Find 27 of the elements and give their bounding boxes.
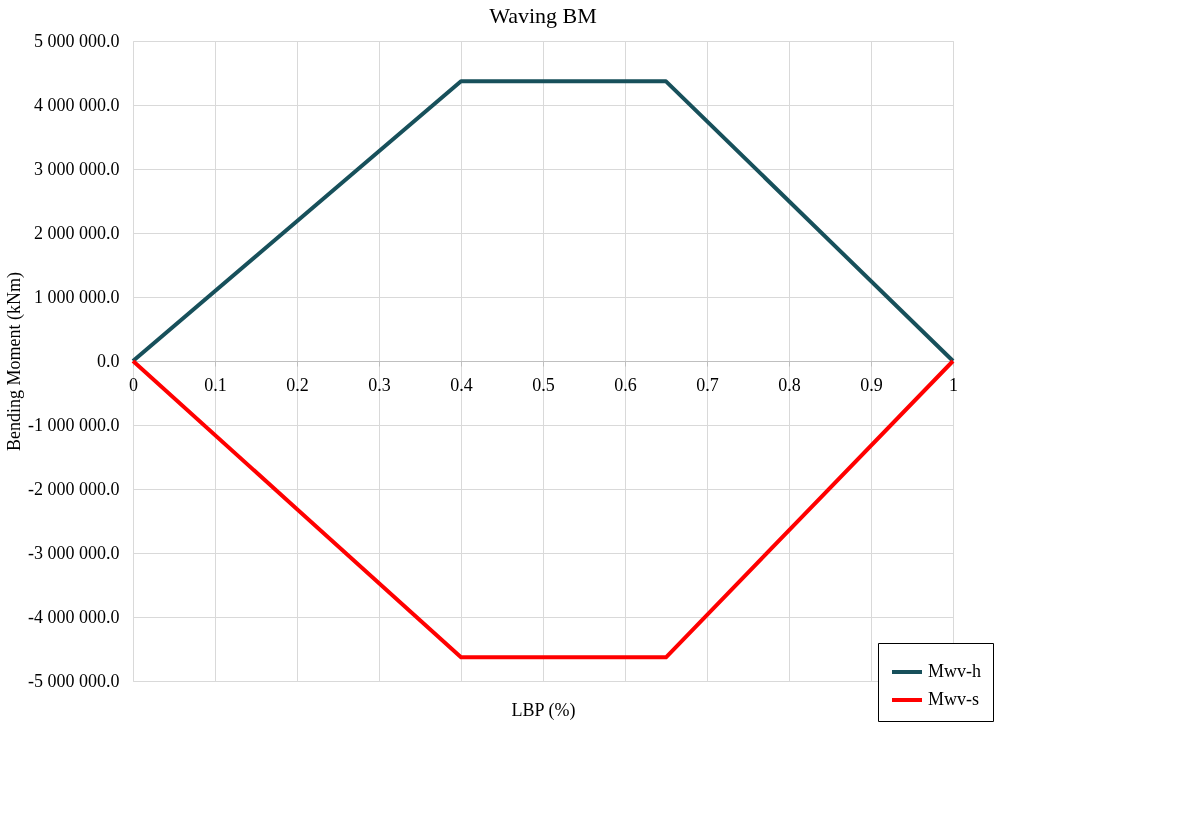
y-tick-label: -2 000 000.0 — [28, 478, 120, 499]
x-tick-label: 0.8 — [778, 374, 801, 395]
y-tick-label: 4 000 000.0 — [34, 94, 120, 115]
x-axis-title: LBP (%) — [511, 699, 576, 721]
y-tick-label: -3 000 000.0 — [28, 542, 120, 563]
y-tick-label: 5 000 000.0 — [34, 30, 120, 51]
x-tick-label: 0.7 — [696, 374, 719, 395]
y-tick-label: 0.0 — [97, 350, 120, 371]
x-tick-label: 0.4 — [450, 374, 473, 395]
y-tick-label: 2 000 000.0 — [34, 222, 120, 243]
legend-label: Mwv-h — [928, 661, 981, 681]
y-tick-label: -1 000 000.0 — [28, 414, 120, 435]
x-tick-label: 0 — [129, 374, 138, 395]
chart-title: Waving BM — [489, 3, 597, 28]
x-tick-label: 0.3 — [368, 374, 391, 395]
x-tick-label: 0.1 — [204, 374, 227, 395]
y-tick-label: -4 000 000.0 — [28, 606, 120, 627]
y-axis-title: Bending Moment (kNm) — [4, 272, 26, 451]
legend-label: Mwv-s — [928, 689, 980, 709]
y-tick-label: 1 000 000.0 — [34, 286, 120, 307]
y-tick-label: 3 000 000.0 — [34, 158, 120, 179]
x-tick-label: 0.9 — [860, 374, 883, 395]
x-tick-label: 1 — [949, 374, 958, 395]
x-tick-label: 0.6 — [614, 374, 637, 395]
x-tick-label: 0.5 — [532, 374, 555, 395]
x-tick-label: 0.2 — [286, 374, 309, 395]
y-tick-label: -5 000 000.0 — [28, 670, 120, 691]
